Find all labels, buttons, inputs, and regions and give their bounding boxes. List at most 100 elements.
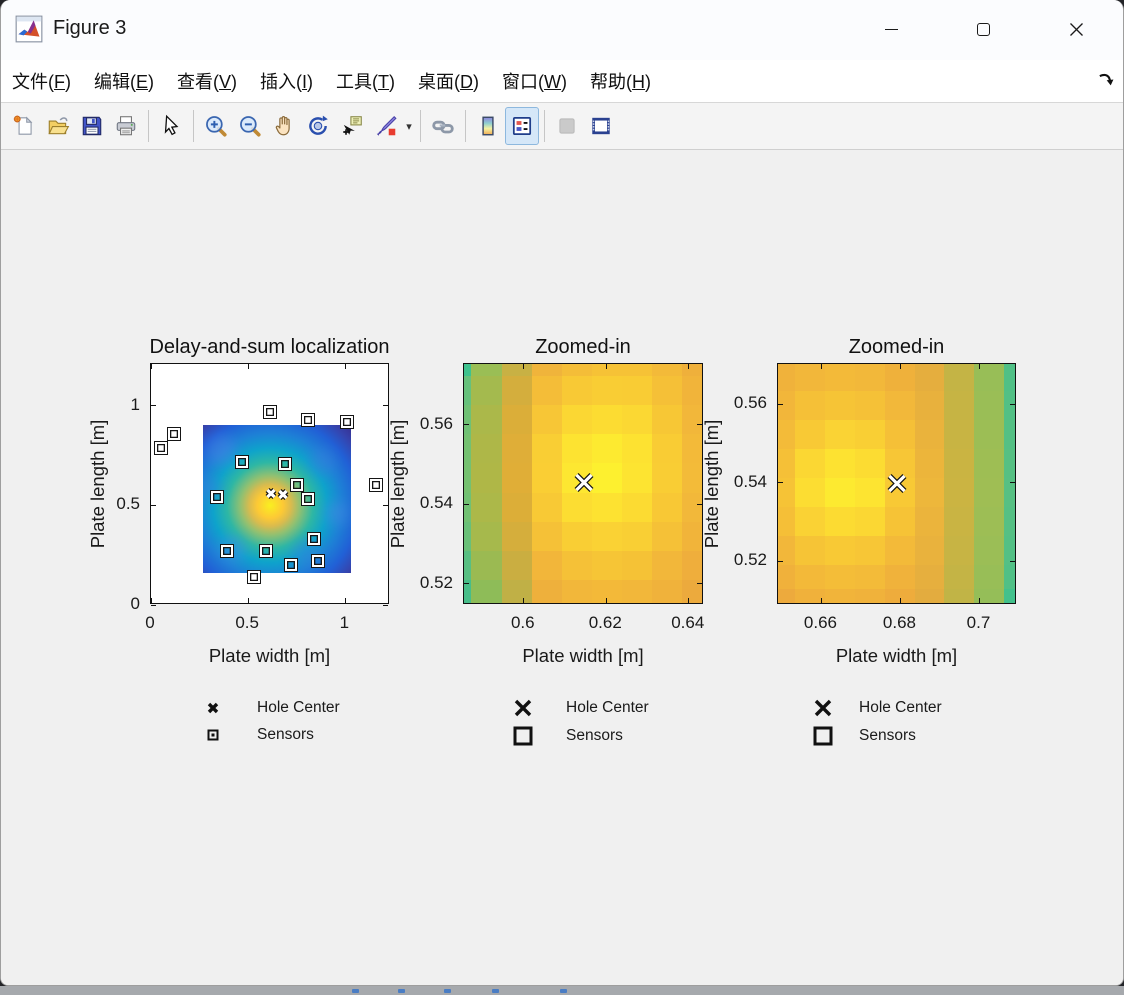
toolbar-zoom-in-button[interactable] — [199, 107, 233, 145]
heatmap-cell — [973, 420, 1005, 450]
heatmap-cell — [1003, 391, 1015, 421]
toolbar-separator — [193, 110, 194, 142]
axes-plot-area-2[interactable] — [463, 363, 703, 604]
brush-dropdown-caret-icon[interactable]: ▾ — [406, 120, 412, 133]
toolbar-brush-button[interactable] — [369, 107, 403, 145]
menu-item-W[interactable]: 窗口(W) — [502, 72, 568, 92]
toolbar-insert-colorbar-button[interactable] — [471, 107, 505, 145]
heatmap-cell — [778, 391, 796, 421]
heatmap-cell — [464, 550, 473, 581]
subplot-title: Zoomed-in — [848, 336, 945, 358]
x-tick-label: 0.5 — [235, 613, 259, 632]
heatmap-cell — [682, 375, 702, 406]
taskbar-speck — [560, 989, 567, 993]
heatmap-cell — [825, 391, 856, 421]
toolbar-open-file-button[interactable] — [41, 107, 75, 145]
heatmap-cell — [915, 506, 945, 537]
title-bar[interactable]: Figure 3 — [1, 0, 1123, 60]
sensor-marker — [301, 412, 316, 427]
heatmap-cell — [778, 364, 796, 392]
save-figure-icon — [82, 116, 102, 136]
minimize-button[interactable] — [863, 8, 919, 50]
heatmap-cell — [825, 588, 856, 603]
y-tick-label: 0.56 — [733, 393, 767, 413]
heatmap-cell — [652, 364, 683, 377]
toolbar-edit-plot-button[interactable] — [154, 107, 188, 145]
menu-item-T[interactable]: 工具(T) — [336, 72, 396, 92]
axes-plot-area-1[interactable] — [150, 363, 389, 606]
heatmap-cell — [471, 521, 503, 552]
heatmap-cell — [591, 550, 623, 581]
heatmap-cell — [531, 463, 563, 494]
heatmap-cell — [652, 375, 683, 406]
legend-label: Hole Center — [566, 699, 649, 716]
heatmap-noise-patch — [308, 448, 335, 475]
heatmap-cell — [471, 463, 503, 494]
close-button[interactable] — [1048, 8, 1104, 50]
heatmap-noise-patch — [205, 434, 236, 465]
heatmap-cell — [652, 521, 683, 552]
heatmap-cell — [471, 550, 503, 581]
insert-colorbar-icon — [482, 116, 494, 136]
axes-plot-area-3[interactable] — [777, 363, 1016, 604]
menu-item-H[interactable]: 帮助(H) — [590, 72, 652, 92]
y-tick-label: 0.52 — [733, 550, 767, 570]
toolbar-link-plot-button[interactable] — [426, 107, 460, 145]
heatmap-cell — [501, 375, 533, 406]
heatmap-cell — [561, 521, 593, 552]
menu-item-V[interactable]: 查看(V) — [177, 72, 238, 92]
menu-item-D[interactable]: 桌面(D) — [418, 72, 480, 92]
menu-item-I[interactable]: 插入(I) — [260, 72, 314, 92]
heatmap-cell — [652, 550, 683, 581]
toolbar-print-figure-button[interactable] — [109, 107, 143, 145]
heatmap-cell — [915, 420, 945, 450]
heatmap-cell — [501, 463, 533, 494]
heatmap-cell — [794, 588, 826, 603]
insert-legend-icon — [512, 116, 532, 136]
y-tick-mark — [778, 482, 783, 484]
menu-item-E[interactable]: 编辑(E) — [94, 72, 155, 92]
toolbar-save-figure-button[interactable] — [75, 107, 109, 145]
heatmap-cell — [652, 463, 683, 494]
maximize-button[interactable] — [955, 8, 1011, 50]
heatmap-cell — [973, 364, 1005, 392]
sensor-marker — [262, 404, 277, 419]
y-tick-mark — [697, 424, 702, 426]
menu-bar: 文件(F) 编辑(E) 查看(V) 插入(I) 工具(T) 桌面(D) 窗口(W) 帮助(H) — [1, 60, 1123, 103]
heatmap-cell — [561, 550, 593, 581]
sensor-marker — [283, 558, 298, 573]
toolbar-zoom-out-button[interactable] — [233, 107, 267, 145]
dock-arrow-icon[interactable] — [1097, 71, 1115, 89]
heatmap-cell — [885, 506, 916, 537]
heatmap — [203, 424, 352, 574]
toolbar-new-figure-button[interactable] — [7, 107, 41, 145]
y-tick-mark — [464, 424, 469, 426]
toolbar-dock-figure-button[interactable] — [584, 107, 618, 145]
link-plot-icon — [432, 120, 454, 134]
y-tick-mark — [151, 504, 156, 506]
toolbar-rotate-3d-button[interactable] — [301, 107, 335, 145]
heatmap-cell — [464, 375, 473, 406]
heatmap-cell — [794, 506, 826, 537]
heatmap-cell — [794, 535, 826, 566]
taskbar-speck — [352, 989, 359, 993]
toolbar-data-cursor-button[interactable] — [335, 107, 369, 145]
x-tick-mark — [247, 364, 249, 369]
heatmap-cell — [531, 550, 563, 581]
heatmap-cell — [501, 404, 533, 435]
sensor-marker — [258, 544, 273, 559]
menu-item-F[interactable]: 文件(F) — [12, 72, 71, 92]
heatmap-cell — [794, 391, 826, 421]
y-tick-mark — [383, 504, 388, 506]
heatmap-cell — [943, 448, 975, 479]
taskbar-speck — [398, 989, 405, 993]
heatmap-cell — [943, 391, 975, 421]
heatmap-cell — [464, 433, 473, 464]
hole-center-marker — [276, 487, 291, 507]
x-axis-label: Plate width [m] — [208, 645, 331, 666]
subplot-title: Zoomed-in — [535, 336, 631, 358]
toolbar-insert-legend-button[interactable] — [505, 107, 539, 145]
heatmap-cell — [591, 463, 623, 494]
toolbar-pan-button[interactable] — [267, 107, 301, 145]
